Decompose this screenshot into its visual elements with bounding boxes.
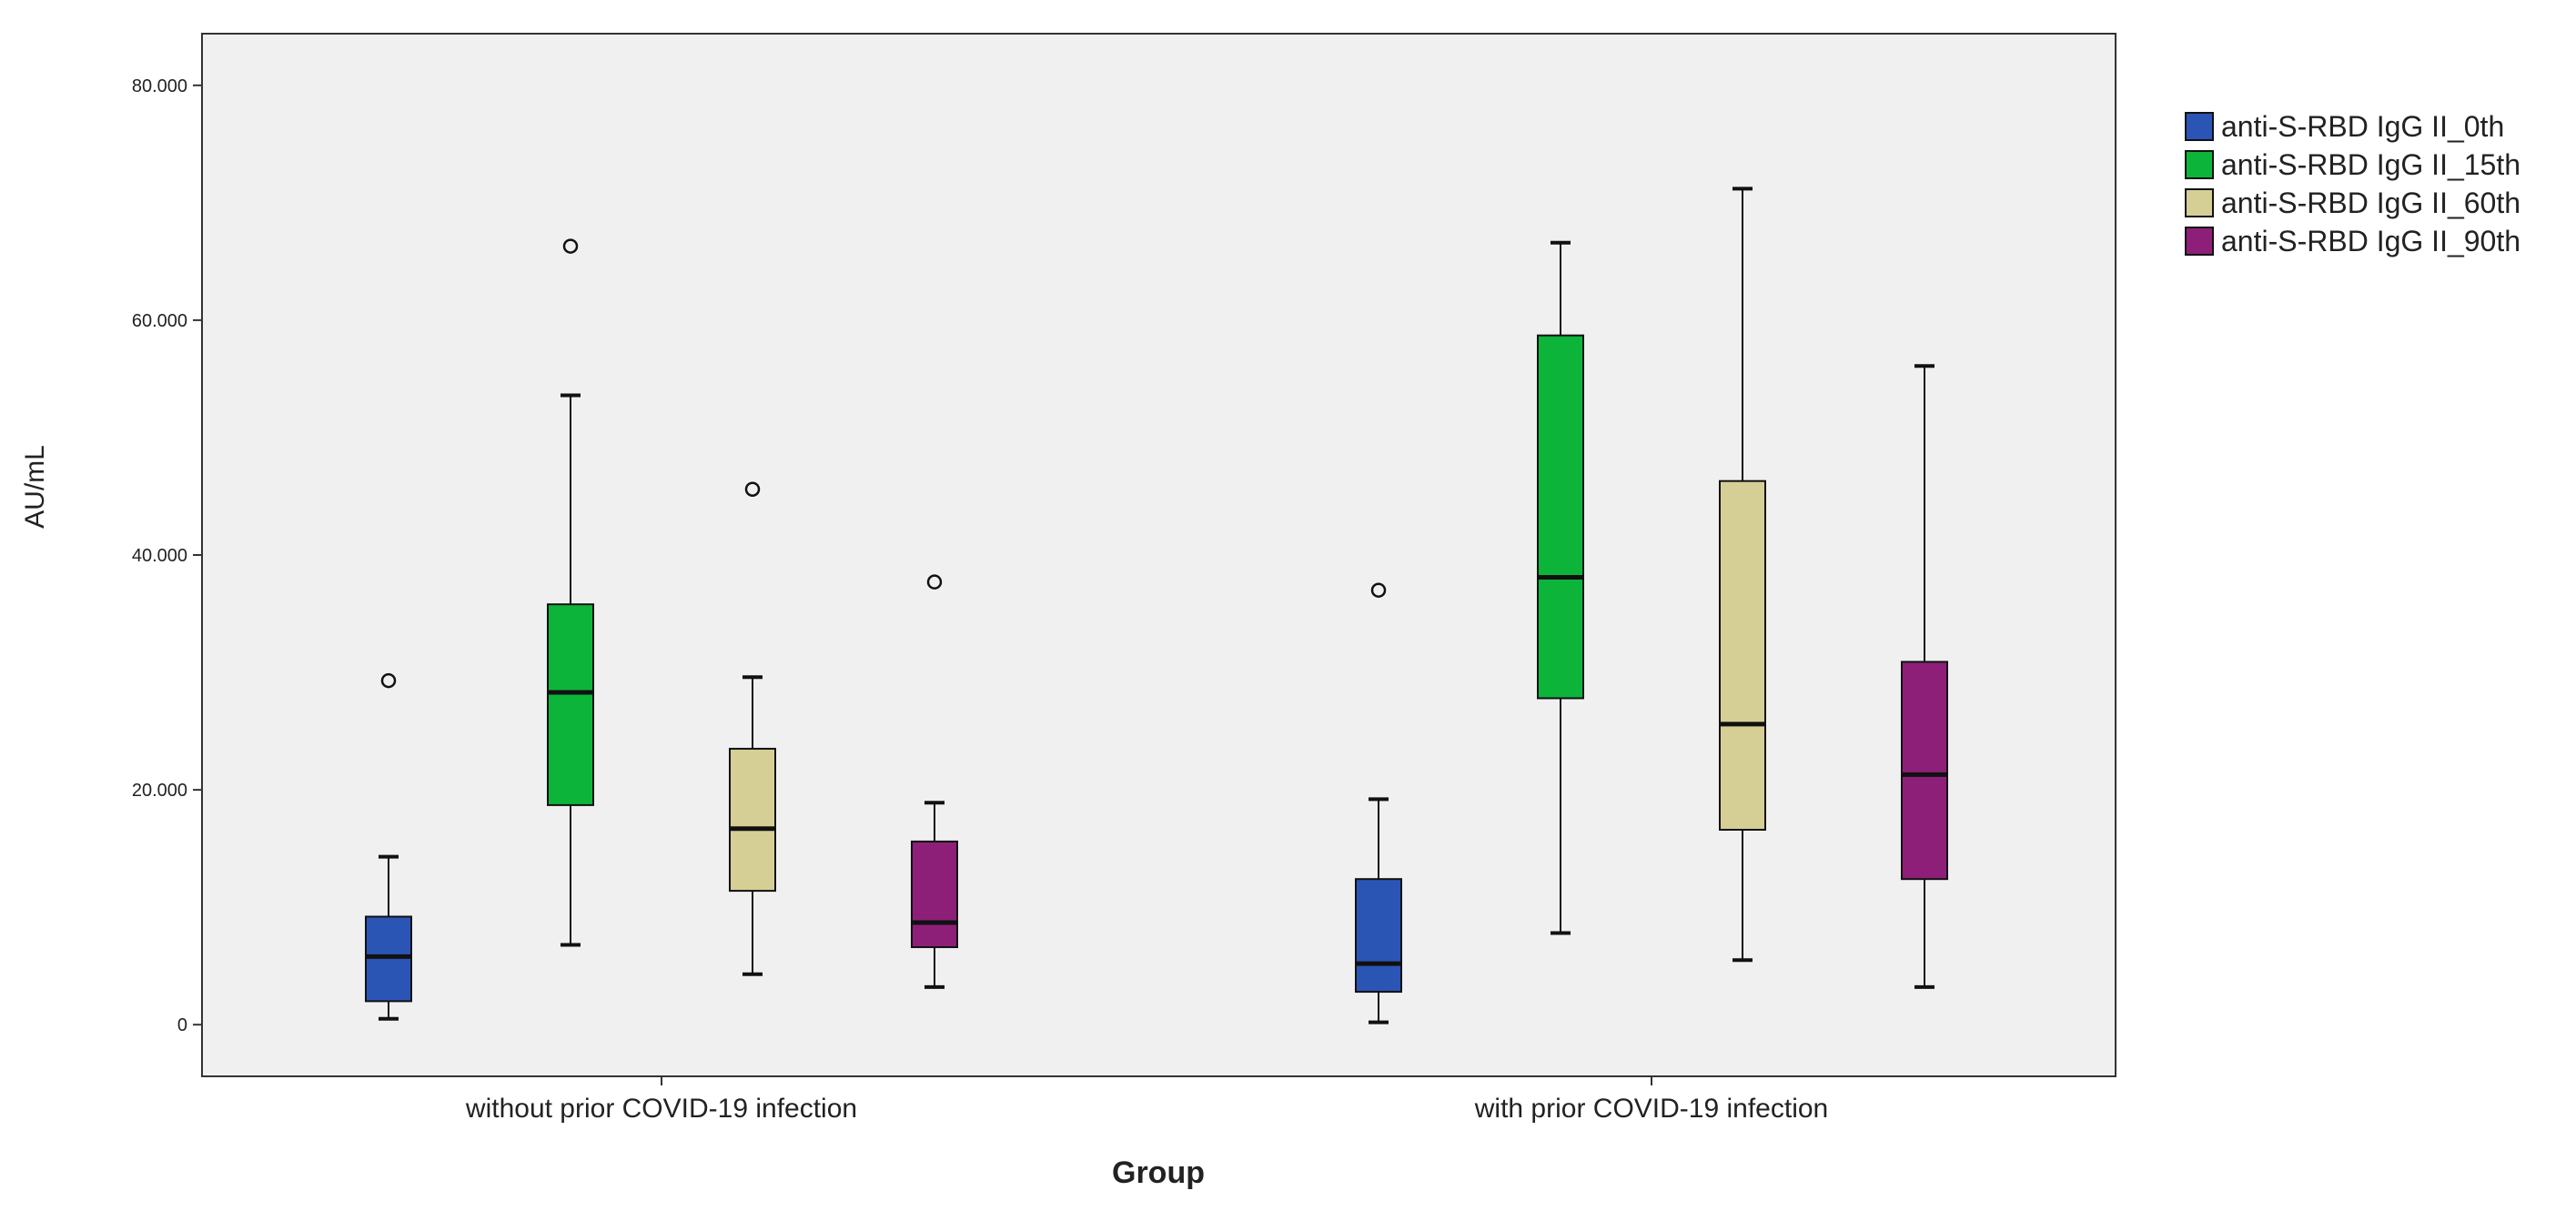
x-tick-label: with prior COVID-19 infection [1474,1094,1828,1124]
x-tick-label: without prior COVID-19 infection [465,1094,857,1124]
box-4-1 [911,574,958,989]
outlier-point [926,574,943,590]
legend-label: anti-S-RBD IgG II_60th [2221,187,2520,219]
legend-swatch [2185,112,2214,141]
plot-area [201,33,2116,1077]
legend-swatch [2185,188,2214,217]
legend-label: anti-S-RBD IgG II_0th [2221,110,2504,143]
box-iqr [1719,479,1766,831]
legend-swatch [2185,150,2214,179]
y-tick-label: 60.000 [132,311,187,331]
x-axis-title: Group [1112,1155,1205,1190]
legend: anti-S-RBD IgG II_0th anti-S-RBD IgG II_1… [2185,110,2520,257]
box-1-1 [365,672,412,1021]
x-axis: without prior COVID-19 infection with pri… [465,1076,1828,1124]
y-axis-title: AU/mL [20,445,50,529]
y-axis: 0 20.000 40.000 60.000 80.000 [132,76,202,1035]
legend-label: anti-S-RBD IgG II_15th [2221,148,2520,181]
legend-swatch [2185,227,2214,256]
box-iqr [547,603,594,806]
y-tick-label: 0 [177,1015,187,1035]
outlier-point [380,672,397,689]
box-3-2 [1719,187,1766,963]
box-4-2 [1901,364,1948,989]
box-iqr [1537,334,1584,700]
y-tick-label: 20.000 [132,781,187,801]
box-iqr [1901,661,1948,881]
box-3-1 [729,481,776,976]
box-iqr [365,915,412,1003]
outlier-point [1370,582,1387,598]
outlier-point [562,238,579,254]
outlier-point [744,481,761,497]
box-series [365,187,1948,1024]
legend-label: anti-S-RBD IgG II_90th [2221,225,2520,257]
box-2-2 [1537,240,1584,935]
y-tick-label: 80.000 [132,76,187,96]
box-2-1 [547,238,594,947]
box-iqr [911,840,958,949]
box-iqr [729,747,776,893]
box-1-2 [1355,582,1402,1024]
y-tick-label: 40.000 [132,546,187,566]
box-iqr [1355,878,1402,994]
